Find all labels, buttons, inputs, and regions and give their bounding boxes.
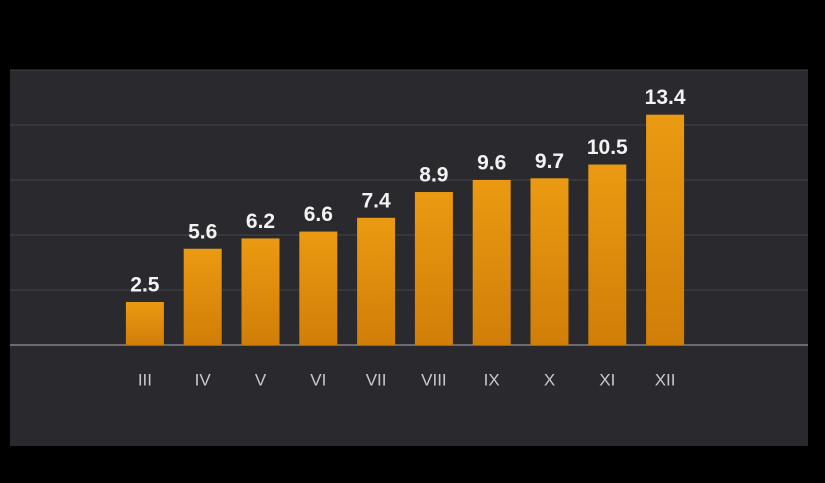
chart-panel: [10, 70, 808, 446]
x-tick-label: III: [138, 370, 152, 389]
bar: [588, 164, 627, 345]
data-label: 7.4: [361, 189, 391, 212]
x-tick-label: VI: [310, 370, 326, 389]
bar: [530, 178, 569, 345]
x-tick-label: X: [544, 370, 555, 389]
bar: [472, 180, 511, 345]
data-label: 9.7: [535, 150, 564, 173]
data-label: 5.6: [188, 220, 217, 243]
data-label: 9.6: [477, 152, 506, 175]
bar: [646, 114, 685, 345]
bar: [414, 192, 453, 345]
data-label: 6.6: [304, 203, 333, 226]
x-tick-label: IX: [484, 370, 500, 389]
data-label: 6.2: [246, 210, 275, 233]
bar: [357, 217, 396, 345]
data-label: 13.4: [645, 86, 686, 109]
bar: [183, 248, 222, 345]
data-label: 2.5: [130, 274, 160, 297]
x-tick-label: XI: [599, 370, 615, 389]
x-tick-label: VII: [366, 370, 387, 389]
x-tick-label: XII: [655, 370, 676, 389]
data-label: 10.5: [587, 136, 628, 159]
x-tick-label: VIII: [421, 370, 447, 389]
data-label: 8.9: [419, 164, 448, 187]
x-tick-label: V: [255, 370, 267, 389]
bar: [125, 302, 164, 345]
bar: [241, 238, 280, 345]
bar: [299, 231, 338, 345]
x-tick-label: IV: [195, 370, 212, 389]
